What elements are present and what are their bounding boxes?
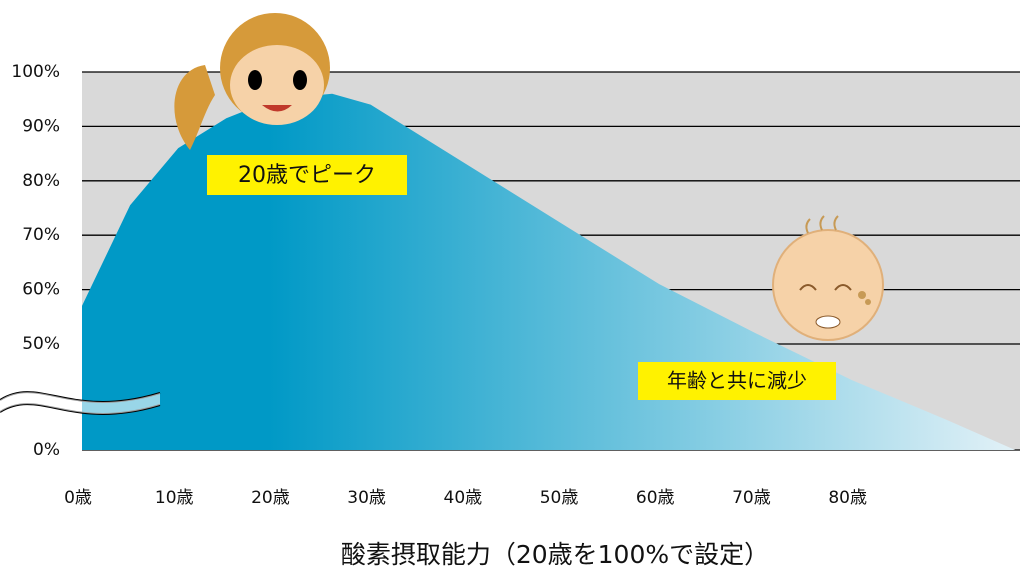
girl-icon [174, 13, 330, 150]
y-tick-label: 90% [22, 116, 60, 136]
y-tick-label: 0% [33, 440, 60, 460]
x-tick-label: 60歳 [636, 488, 675, 508]
x-tick-label: 30歳 [347, 488, 386, 508]
annotation-box [207, 155, 407, 195]
x-axis-title: 酸素摂取能力（20歳を100%で設定） [341, 540, 769, 569]
axis-break-fill [0, 392, 160, 414]
x-tick-label: 80歳 [828, 488, 867, 508]
y-tick-label: 80% [22, 171, 60, 191]
annotation: 年齢と共に減少 [667, 369, 807, 393]
x-tick-label: 70歳 [732, 488, 771, 508]
y-tick-label: 70% [22, 225, 60, 245]
x-tick-label: 50歳 [540, 488, 579, 508]
x-tick-label: 0歳 [64, 488, 92, 508]
annotation-box [638, 362, 836, 400]
y-tick-label: 60% [22, 280, 60, 300]
old-man-icon [772, 215, 884, 341]
x-tick-label: 10歳 [155, 488, 194, 508]
x-tick-label: 20歳 [251, 488, 290, 508]
y-tick-label: 100% [11, 62, 60, 82]
annotation: 20歳でピーク [238, 163, 376, 188]
y-tick-label: 50% [22, 334, 60, 354]
x-tick-label: 40歳 [444, 488, 483, 508]
